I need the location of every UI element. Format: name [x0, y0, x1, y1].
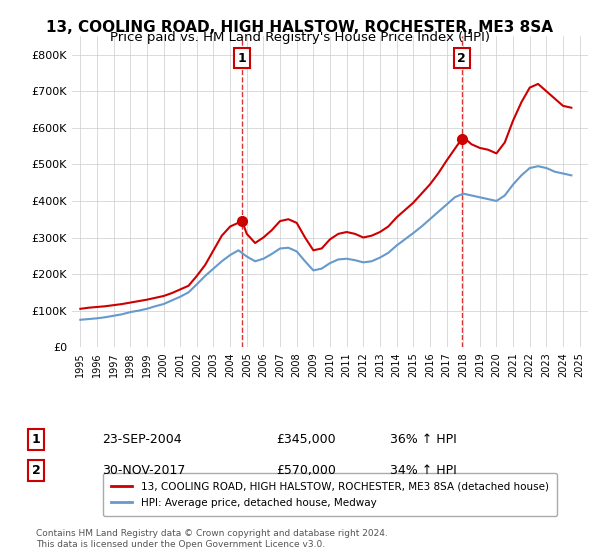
Text: 1: 1 — [32, 433, 40, 446]
Text: 1: 1 — [238, 52, 247, 64]
Text: £345,000: £345,000 — [276, 433, 335, 446]
Legend: 13, COOLING ROAD, HIGH HALSTOW, ROCHESTER, ME3 8SA (detached house), HPI: Averag: 13, COOLING ROAD, HIGH HALSTOW, ROCHESTE… — [103, 473, 557, 516]
Text: 13, COOLING ROAD, HIGH HALSTOW, ROCHESTER, ME3 8SA: 13, COOLING ROAD, HIGH HALSTOW, ROCHESTE… — [47, 20, 554, 35]
Text: 36% ↑ HPI: 36% ↑ HPI — [390, 433, 457, 446]
Text: 2: 2 — [457, 52, 466, 64]
Text: 2: 2 — [32, 464, 40, 477]
Text: Price paid vs. HM Land Registry's House Price Index (HPI): Price paid vs. HM Land Registry's House … — [110, 31, 490, 44]
Text: £570,000: £570,000 — [276, 464, 336, 477]
Text: 30-NOV-2017: 30-NOV-2017 — [102, 464, 185, 477]
Text: 23-SEP-2004: 23-SEP-2004 — [102, 433, 182, 446]
Text: 34% ↑ HPI: 34% ↑ HPI — [390, 464, 457, 477]
Text: Contains HM Land Registry data © Crown copyright and database right 2024.
This d: Contains HM Land Registry data © Crown c… — [36, 529, 388, 549]
